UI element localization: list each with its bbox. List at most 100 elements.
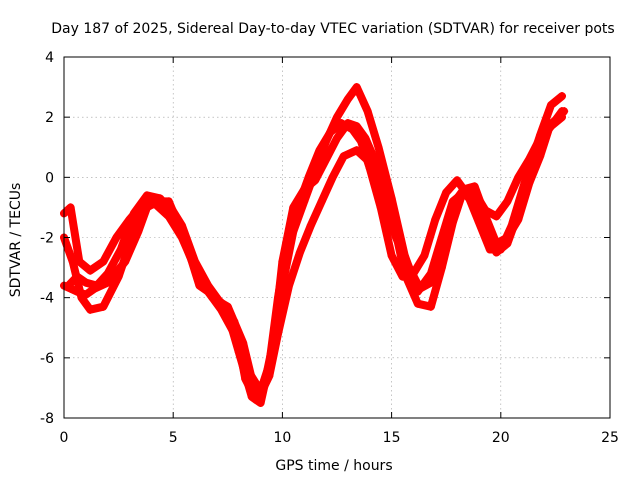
data-point-marker	[357, 137, 366, 146]
data-point-marker	[343, 95, 352, 104]
data-point-marker	[518, 185, 527, 194]
x-tick-label: 20	[492, 430, 510, 446]
data-point-marker	[195, 281, 204, 290]
data-point-marker	[496, 245, 505, 254]
data-point-marker	[247, 392, 256, 401]
x-tick-label: 0	[60, 430, 69, 446]
x-axis-label: GPS time / hours	[275, 458, 392, 474]
y-tick-label: -6	[40, 351, 54, 367]
data-point-marker	[514, 173, 523, 182]
data-point-marker	[474, 218, 483, 227]
data-point-marker	[503, 197, 512, 206]
data-point-marker	[156, 194, 165, 203]
chart-title: Day 187 of 2025, Sidereal Day-to-day VTE…	[51, 21, 614, 37]
data-point-marker	[75, 257, 84, 266]
data-point-marker	[536, 152, 545, 161]
data-point-marker	[400, 251, 409, 260]
x-tick-label: 5	[169, 430, 178, 446]
data-point-marker	[317, 197, 326, 206]
data-point-marker	[413, 287, 422, 296]
data-point-marker	[437, 263, 446, 272]
data-point-marker	[365, 164, 374, 173]
data-point-marker	[485, 245, 494, 254]
y-tick-label: -2	[40, 231, 54, 247]
data-point-marker	[557, 92, 566, 101]
data-point-marker	[86, 305, 95, 314]
data-point-marker	[86, 266, 95, 275]
data-point-marker	[352, 146, 361, 155]
data-point-marker	[492, 212, 501, 221]
data-point-marker	[304, 173, 313, 182]
data-point-marker	[363, 107, 372, 116]
data-point-marker	[169, 209, 178, 218]
data-point-marker	[464, 191, 473, 200]
data-point-marker	[293, 203, 302, 212]
series-line	[64, 107, 569, 407]
data-point-marker	[99, 302, 108, 311]
data-point-marker	[374, 143, 383, 152]
data-point-marker	[64, 281, 73, 290]
data-point-marker	[114, 272, 123, 281]
data-point-marker	[420, 251, 429, 260]
data-point-marker	[221, 302, 230, 311]
x-tick-label: 25	[601, 430, 619, 446]
data-point-marker	[306, 221, 315, 230]
data-point-marker	[339, 152, 348, 161]
data-point-marker	[282, 239, 291, 248]
data-point-marker	[73, 272, 82, 281]
data-point-marker	[77, 293, 86, 302]
data-point-marker	[66, 203, 75, 212]
data-point-marker	[99, 257, 108, 266]
data-point-marker	[409, 269, 418, 278]
x-tick-label: 15	[383, 430, 401, 446]
data-point-marker	[182, 239, 191, 248]
data-point-marker	[437, 233, 446, 242]
data-point-marker	[352, 83, 361, 92]
data-point-marker	[234, 347, 243, 356]
data-point-marker	[333, 113, 341, 122]
data-point-marker	[398, 272, 407, 281]
data-point-marker	[337, 119, 346, 128]
data-point-marker	[507, 221, 516, 230]
data-point-marker	[448, 197, 457, 206]
data-point-marker	[92, 281, 101, 290]
data-point-marker	[426, 302, 435, 311]
data-point-marker	[256, 398, 265, 407]
data-point-marker	[529, 149, 538, 158]
data-point-marker	[431, 215, 440, 224]
tick-marks	[63, 56, 611, 419]
data-point-marker	[112, 233, 121, 242]
data-point-marker	[453, 176, 462, 185]
data-point-marker	[442, 188, 451, 197]
data-point-marker	[333, 134, 341, 143]
y-tick-label: 0	[45, 170, 54, 186]
data-point-marker	[142, 191, 151, 200]
series-line	[60, 107, 566, 404]
data-point-marker	[413, 299, 422, 308]
y-tick-label: 2	[45, 110, 54, 126]
data-point-marker	[547, 101, 556, 110]
data-point-marker	[560, 107, 569, 116]
data-point-marker	[426, 269, 435, 278]
y-axis-label: SDTVAR / TECUs	[8, 183, 24, 298]
x-tick-label: 10	[273, 430, 291, 446]
data-point-marker	[81, 278, 90, 287]
data-point-marker	[376, 203, 385, 212]
data-point-marker	[326, 128, 335, 137]
data-point-marker	[265, 359, 274, 368]
data-point-marker	[387, 194, 396, 203]
data-point-marker	[470, 182, 479, 191]
data-point-marker	[348, 125, 357, 134]
tick-labels: 0 5 10 15 20 25 -8 -6 -4 -2 0 2 4	[40, 50, 619, 446]
data-point-marker	[274, 293, 283, 302]
y-tick-label: 4	[45, 50, 54, 66]
data-point-marker	[295, 248, 304, 257]
data-point-marker	[387, 251, 396, 260]
y-tick-label: -8	[40, 411, 54, 427]
data-point-marker	[328, 173, 337, 182]
data-point-marker	[208, 290, 217, 299]
data-point-marker	[551, 116, 560, 125]
data-point-marker	[151, 200, 160, 209]
data-point-marker	[116, 245, 125, 254]
